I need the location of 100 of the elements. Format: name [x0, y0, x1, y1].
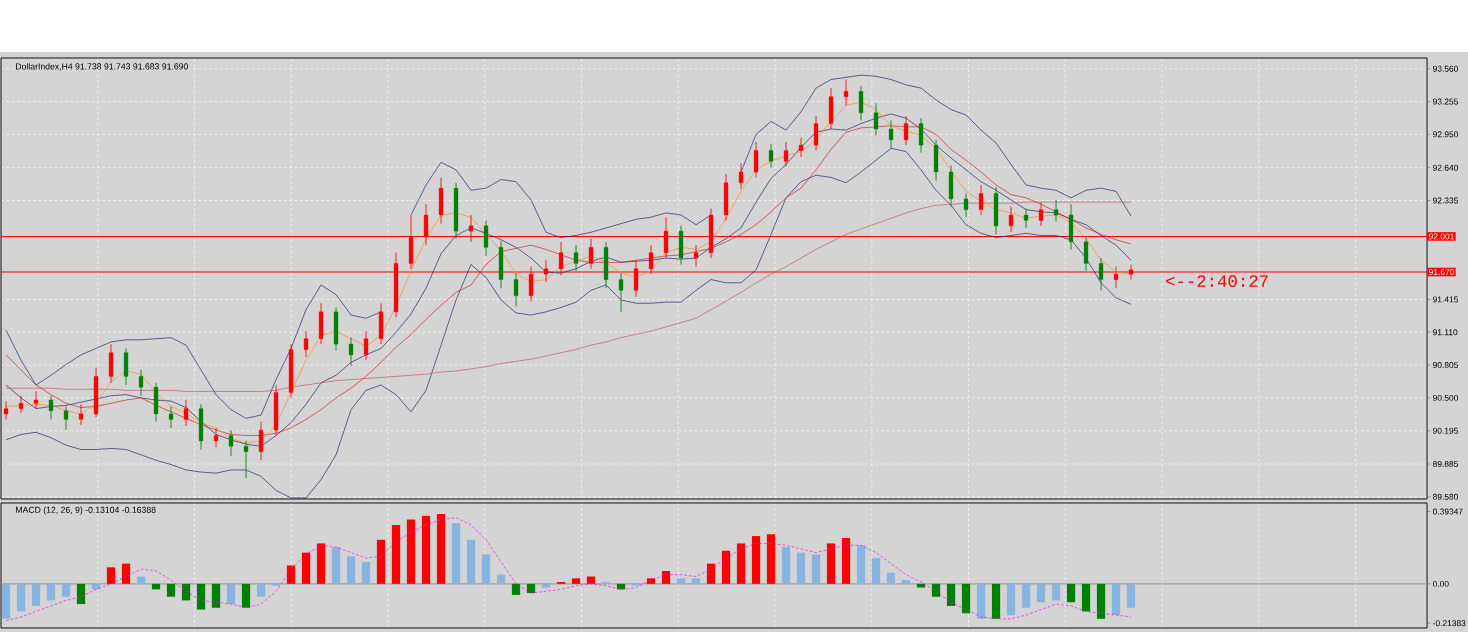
y-tick-label: 92.640 [1433, 164, 1458, 171]
y-tick-label: 92.950 [1433, 131, 1458, 138]
candlestick [348, 337, 354, 367]
bar [901, 580, 911, 584]
candlestick [1053, 199, 1059, 222]
bar [1066, 583, 1076, 603]
candlestick [33, 390, 39, 410]
candlestick [303, 330, 309, 358]
candlestick [48, 395, 54, 420]
bar [301, 552, 311, 584]
candlestick [63, 406, 69, 431]
candlestick [78, 403, 84, 426]
candlestick [3, 400, 9, 420]
candlestick [1023, 208, 1029, 229]
bar [811, 554, 821, 584]
ref-line-label: 91.670 [1429, 269, 1454, 276]
bar [691, 578, 701, 584]
y-tick-label: 92.335 [1433, 197, 1458, 204]
bar [751, 536, 761, 584]
candlestick [1038, 201, 1044, 227]
candlestick [693, 244, 699, 268]
candlestick [243, 440, 249, 479]
candlestick [168, 406, 174, 429]
bar [226, 583, 236, 605]
candlestick [813, 115, 819, 151]
y-tick-label: 90.195 [1433, 427, 1458, 434]
candlestick [903, 115, 909, 146]
bar [706, 563, 716, 584]
candlestick [918, 117, 924, 154]
candlestick [843, 79, 849, 106]
chart-title: MACD (12, 26, 9) -0.13104 -0.16388 [16, 506, 156, 515]
candlestick [738, 162, 744, 190]
bar [481, 554, 491, 584]
bar [886, 572, 896, 584]
candlestick [18, 395, 24, 414]
bar [946, 583, 956, 606]
y-tick-label: 90.805 [1433, 362, 1458, 369]
candlestick [588, 238, 594, 270]
candlestick [768, 143, 774, 169]
bar [1006, 583, 1016, 616]
candlestick [183, 399, 189, 427]
candlestick [513, 272, 519, 307]
bar [781, 547, 791, 584]
candlestick [483, 219, 489, 257]
bar [376, 539, 386, 584]
bar [406, 519, 416, 584]
bar [571, 578, 581, 584]
bar [346, 556, 356, 584]
y-tick-label: -0.21383 [1433, 620, 1466, 627]
candlestick [753, 141, 759, 178]
bar [361, 561, 371, 584]
bar [961, 583, 971, 614]
bar [1126, 583, 1136, 608]
bar [106, 567, 116, 584]
text: <--2:40:27 [1166, 275, 1268, 288]
bar [1036, 583, 1046, 603]
candlestick [783, 141, 789, 168]
candlestick [108, 343, 114, 384]
line-series [5, 517, 1132, 621]
bar [331, 547, 341, 584]
y-tick-label: 89.580 [1432, 493, 1458, 500]
bar [211, 583, 221, 608]
candlestick [573, 244, 579, 272]
candlestick [213, 427, 219, 448]
candlestick [963, 193, 969, 218]
candlestick [873, 102, 879, 136]
candlestick [978, 184, 984, 216]
y-tick-label: 90.500 [1433, 394, 1458, 401]
bar [511, 583, 521, 595]
bar [391, 525, 401, 584]
candlestick [1008, 205, 1014, 233]
bar [76, 583, 86, 605]
bar [16, 583, 26, 612]
bar [676, 578, 686, 584]
y-tick-label: 91.110 [1433, 329, 1458, 336]
bar [916, 583, 926, 588]
candlestick [1083, 236, 1089, 272]
y-tick-label: 93.560 [1433, 65, 1458, 72]
bar [1051, 583, 1061, 601]
candlestick [888, 119, 894, 149]
y-tick-label: 0.00 [1432, 580, 1449, 587]
candlestick [363, 330, 369, 361]
bar [856, 545, 866, 584]
bar [991, 583, 1001, 619]
candlestick [123, 347, 129, 386]
bar [61, 583, 71, 597]
bar [796, 552, 806, 584]
bar [436, 514, 446, 584]
candlestick [798, 137, 804, 158]
bar [841, 537, 851, 584]
bar [496, 574, 506, 584]
bar [1081, 583, 1091, 612]
bar [256, 583, 266, 597]
bar [196, 583, 206, 610]
bar [826, 543, 836, 584]
bar [1021, 583, 1031, 608]
bar [466, 539, 476, 584]
bar [1, 583, 11, 619]
candlestick [618, 272, 624, 313]
bar [661, 571, 671, 584]
